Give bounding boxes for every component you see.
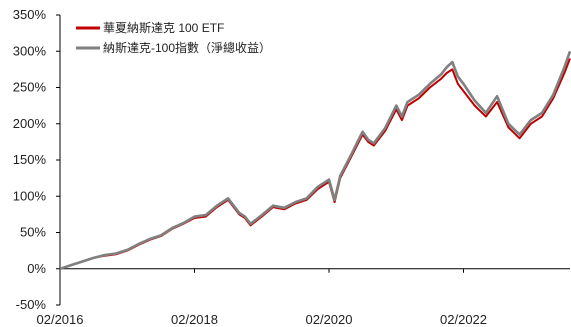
legend: 華夏納斯達克 100 ETF 納斯達克-100指數（淨總收益） xyxy=(76,21,271,55)
y-tick-labels: -50% 0% 50% 100% 150% 200% 250% 300% 350% xyxy=(13,7,47,312)
x-tick-label: 02/2022 xyxy=(440,312,487,327)
legend-label-1: 華夏納斯達克 100 ETF xyxy=(103,21,224,35)
series-lines xyxy=(59,50,571,271)
series-line-2 xyxy=(59,50,571,271)
axes xyxy=(56,14,570,306)
x-tick-label: 02/2016 xyxy=(37,312,84,327)
y-tick-label: 50% xyxy=(20,225,46,240)
y-tick-label: 350% xyxy=(13,7,47,22)
y-tick-label: 200% xyxy=(13,116,47,131)
legend-label-2: 納斯達克-100指數（淨總收益） xyxy=(103,40,271,55)
x-tick-labels: 02/2016 02/2018 02/2020 02/2022 xyxy=(37,312,488,327)
x-tick-label: 02/2020 xyxy=(306,312,353,327)
y-tick-label: -50% xyxy=(16,297,47,312)
x-tick-label: 02/2018 xyxy=(171,312,218,327)
y-tick-label: 100% xyxy=(13,188,47,203)
y-tick-label: 300% xyxy=(13,43,47,58)
y-tick-label: 150% xyxy=(13,152,47,167)
y-tick-label: 0% xyxy=(27,261,46,276)
series-line-1 xyxy=(59,58,571,270)
y-tick-label: 250% xyxy=(13,80,47,95)
